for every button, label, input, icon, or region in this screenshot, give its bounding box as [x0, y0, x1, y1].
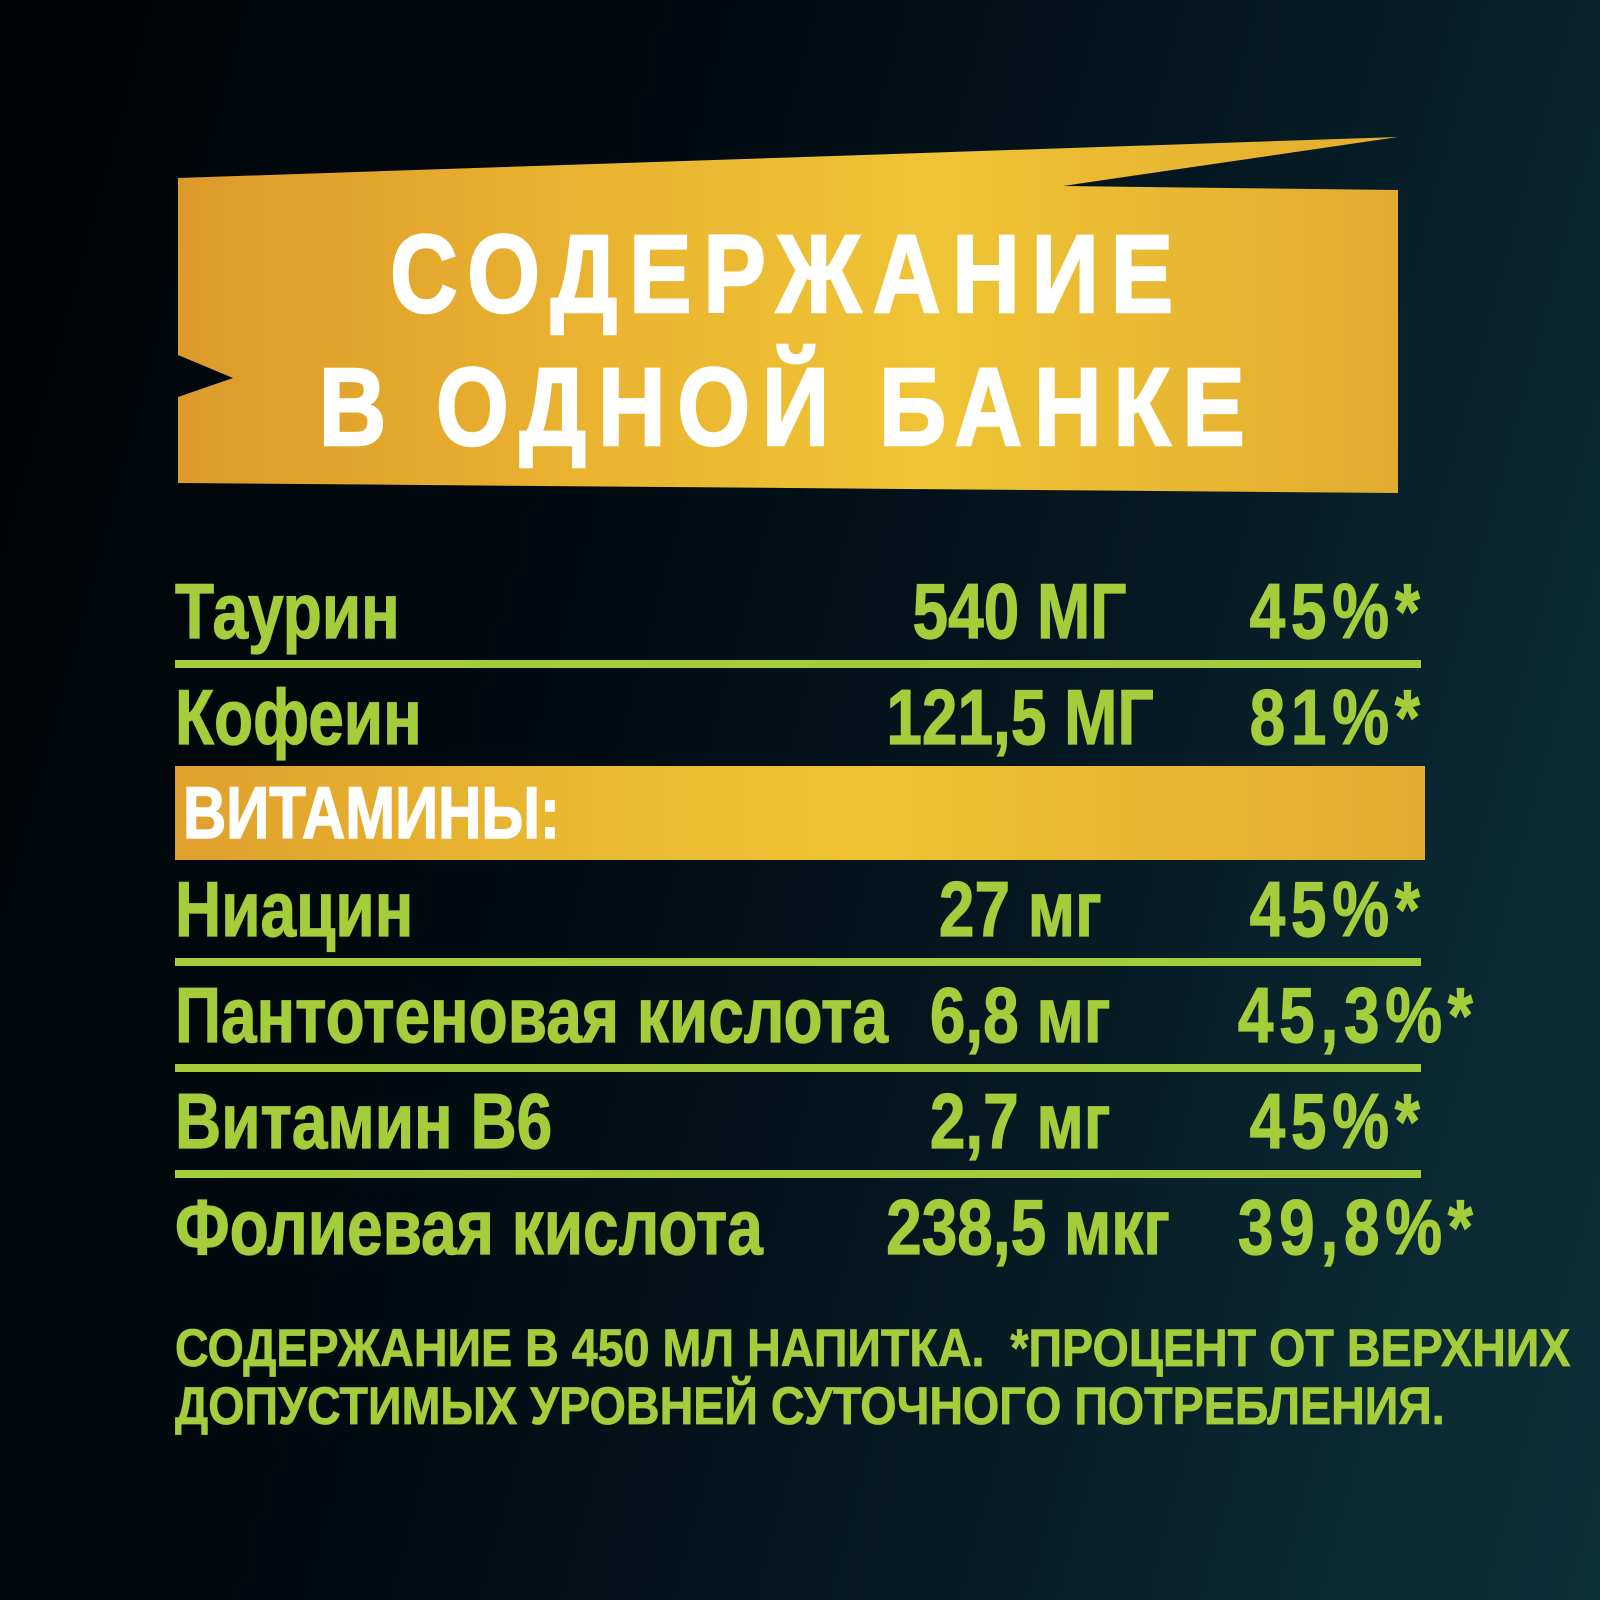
row-label: Пантотеновая кислота [175, 970, 889, 1061]
row-value: 238,5 мкг [855, 1182, 1185, 1273]
row-value: 27 мг [855, 864, 1185, 955]
row-value: 121,5 МГ [855, 672, 1185, 763]
row-divider [175, 660, 1421, 668]
title-line-1-text: СОДЕРЖАНИЕ [389, 212, 1186, 338]
row-value-text: 6,8 мг [929, 970, 1111, 1059]
title-line-2-text: В ОДНОЙ БАНКЕ [318, 345, 1257, 471]
row-percent: 45%* [1185, 1076, 1425, 1167]
title-line-1: СОДЕРЖАНИЕ [178, 208, 1398, 341]
title-line-2: В ОДНОЙ БАНКЕ [178, 341, 1398, 474]
row-divider [175, 1064, 1421, 1072]
row-percent-text: 39,8%* [1237, 1182, 1479, 1271]
table-row-vitamin-b6: Витамин B6 2,7 мг 45%* [175, 1072, 1425, 1170]
vitamins-section-header-text: ВИТАМИНЫ: [182, 772, 560, 855]
footnote-line-2-text: ДОПУСТИМЫХ УРОВНЕЙ СУТОЧНОГО ПОТРЕБЛЕНИЯ… [175, 1377, 1445, 1436]
content-table: Таурин 540 МГ 45%* Кофеин 121,5 МГ 81%* … [175, 562, 1474, 1276]
row-percent: 39,8%* [1185, 1182, 1473, 1273]
row-divider [175, 958, 1421, 966]
row-percent: 81%* [1185, 672, 1425, 763]
row-label: Кофеин [175, 672, 855, 763]
row-label-text: Пантотеновая кислота [175, 970, 889, 1059]
table-row-caffeine: Кофеин 121,5 МГ 81%* [175, 668, 1425, 766]
row-label: Ниацин [175, 864, 855, 955]
table-row-taurine: Таурин 540 МГ 45%* [175, 562, 1425, 660]
row-value: 540 МГ [855, 566, 1185, 657]
row-value: 6,8 мг [855, 970, 1185, 1061]
row-percent: 45%* [1185, 566, 1425, 657]
footnote-line-1: СОДЕРЖАНИЕ В 450 МЛ НАПИТКА. *ПРОЦЕНТ ОТ… [175, 1319, 1571, 1378]
row-value: 2,7 мг [855, 1076, 1185, 1167]
row-label-text: Ниацин [175, 864, 414, 953]
row-label-text: Витамин B6 [175, 1076, 553, 1165]
row-label-text: Таурин [175, 566, 401, 655]
row-percent: 45,3%* [1185, 970, 1473, 1061]
ribbon-polygon [178, 137, 1398, 493]
table-row-folic-acid: Фолиевая кислота 238,5 мкг 39,8%* [175, 1178, 1474, 1276]
row-value-text: 121,5 МГ [886, 672, 1154, 761]
row-percent: 45%* [1185, 864, 1425, 955]
row-label: Витамин B6 [175, 1076, 855, 1167]
footnote: СОДЕРЖАНИЕ В 450 МЛ НАПИТКА. *ПРОЦЕНТ ОТ… [175, 1319, 1571, 1436]
row-label: Таурин [175, 566, 855, 657]
row-percent-text: 45%* [1249, 566, 1425, 655]
row-label-text: Фолиевая кислота [175, 1182, 764, 1271]
table-row-pantothenic-acid: Пантотеновая кислота 6,8 мг 45,3%* [175, 966, 1474, 1064]
row-label-text: Кофеин [175, 672, 423, 761]
row-value-text: 2,7 мг [929, 1076, 1111, 1165]
row-percent-text: 45%* [1249, 1076, 1425, 1165]
row-value-text: 238,5 мкг [886, 1182, 1171, 1271]
row-percent-text: 45,3%* [1237, 970, 1479, 1059]
page-title: СОДЕРЖАНИЕ В ОДНОЙ БАНКЕ [178, 208, 1398, 474]
row-percent-text: 45%* [1249, 864, 1425, 953]
row-value-text: 27 мг [938, 864, 1102, 953]
footnote-line-2: ДОПУСТИМЫХ УРОВНЕЙ СУТОЧНОГО ПОТРЕБЛЕНИЯ… [175, 1377, 1455, 1436]
row-value-text: 540 МГ [912, 566, 1128, 655]
vitamins-section-header: ВИТАМИНЫ: [175, 766, 1425, 860]
row-percent-text: 81%* [1249, 672, 1425, 761]
footnote-line-1-text: СОДЕРЖАНИЕ В 450 МЛ НАПИТКА. *ПРОЦЕНТ ОТ… [175, 1319, 1571, 1378]
row-label: Фолиевая кислота [175, 1182, 855, 1273]
table-row-niacin: Ниацин 27 мг 45%* [175, 860, 1425, 958]
row-divider [175, 1170, 1421, 1178]
